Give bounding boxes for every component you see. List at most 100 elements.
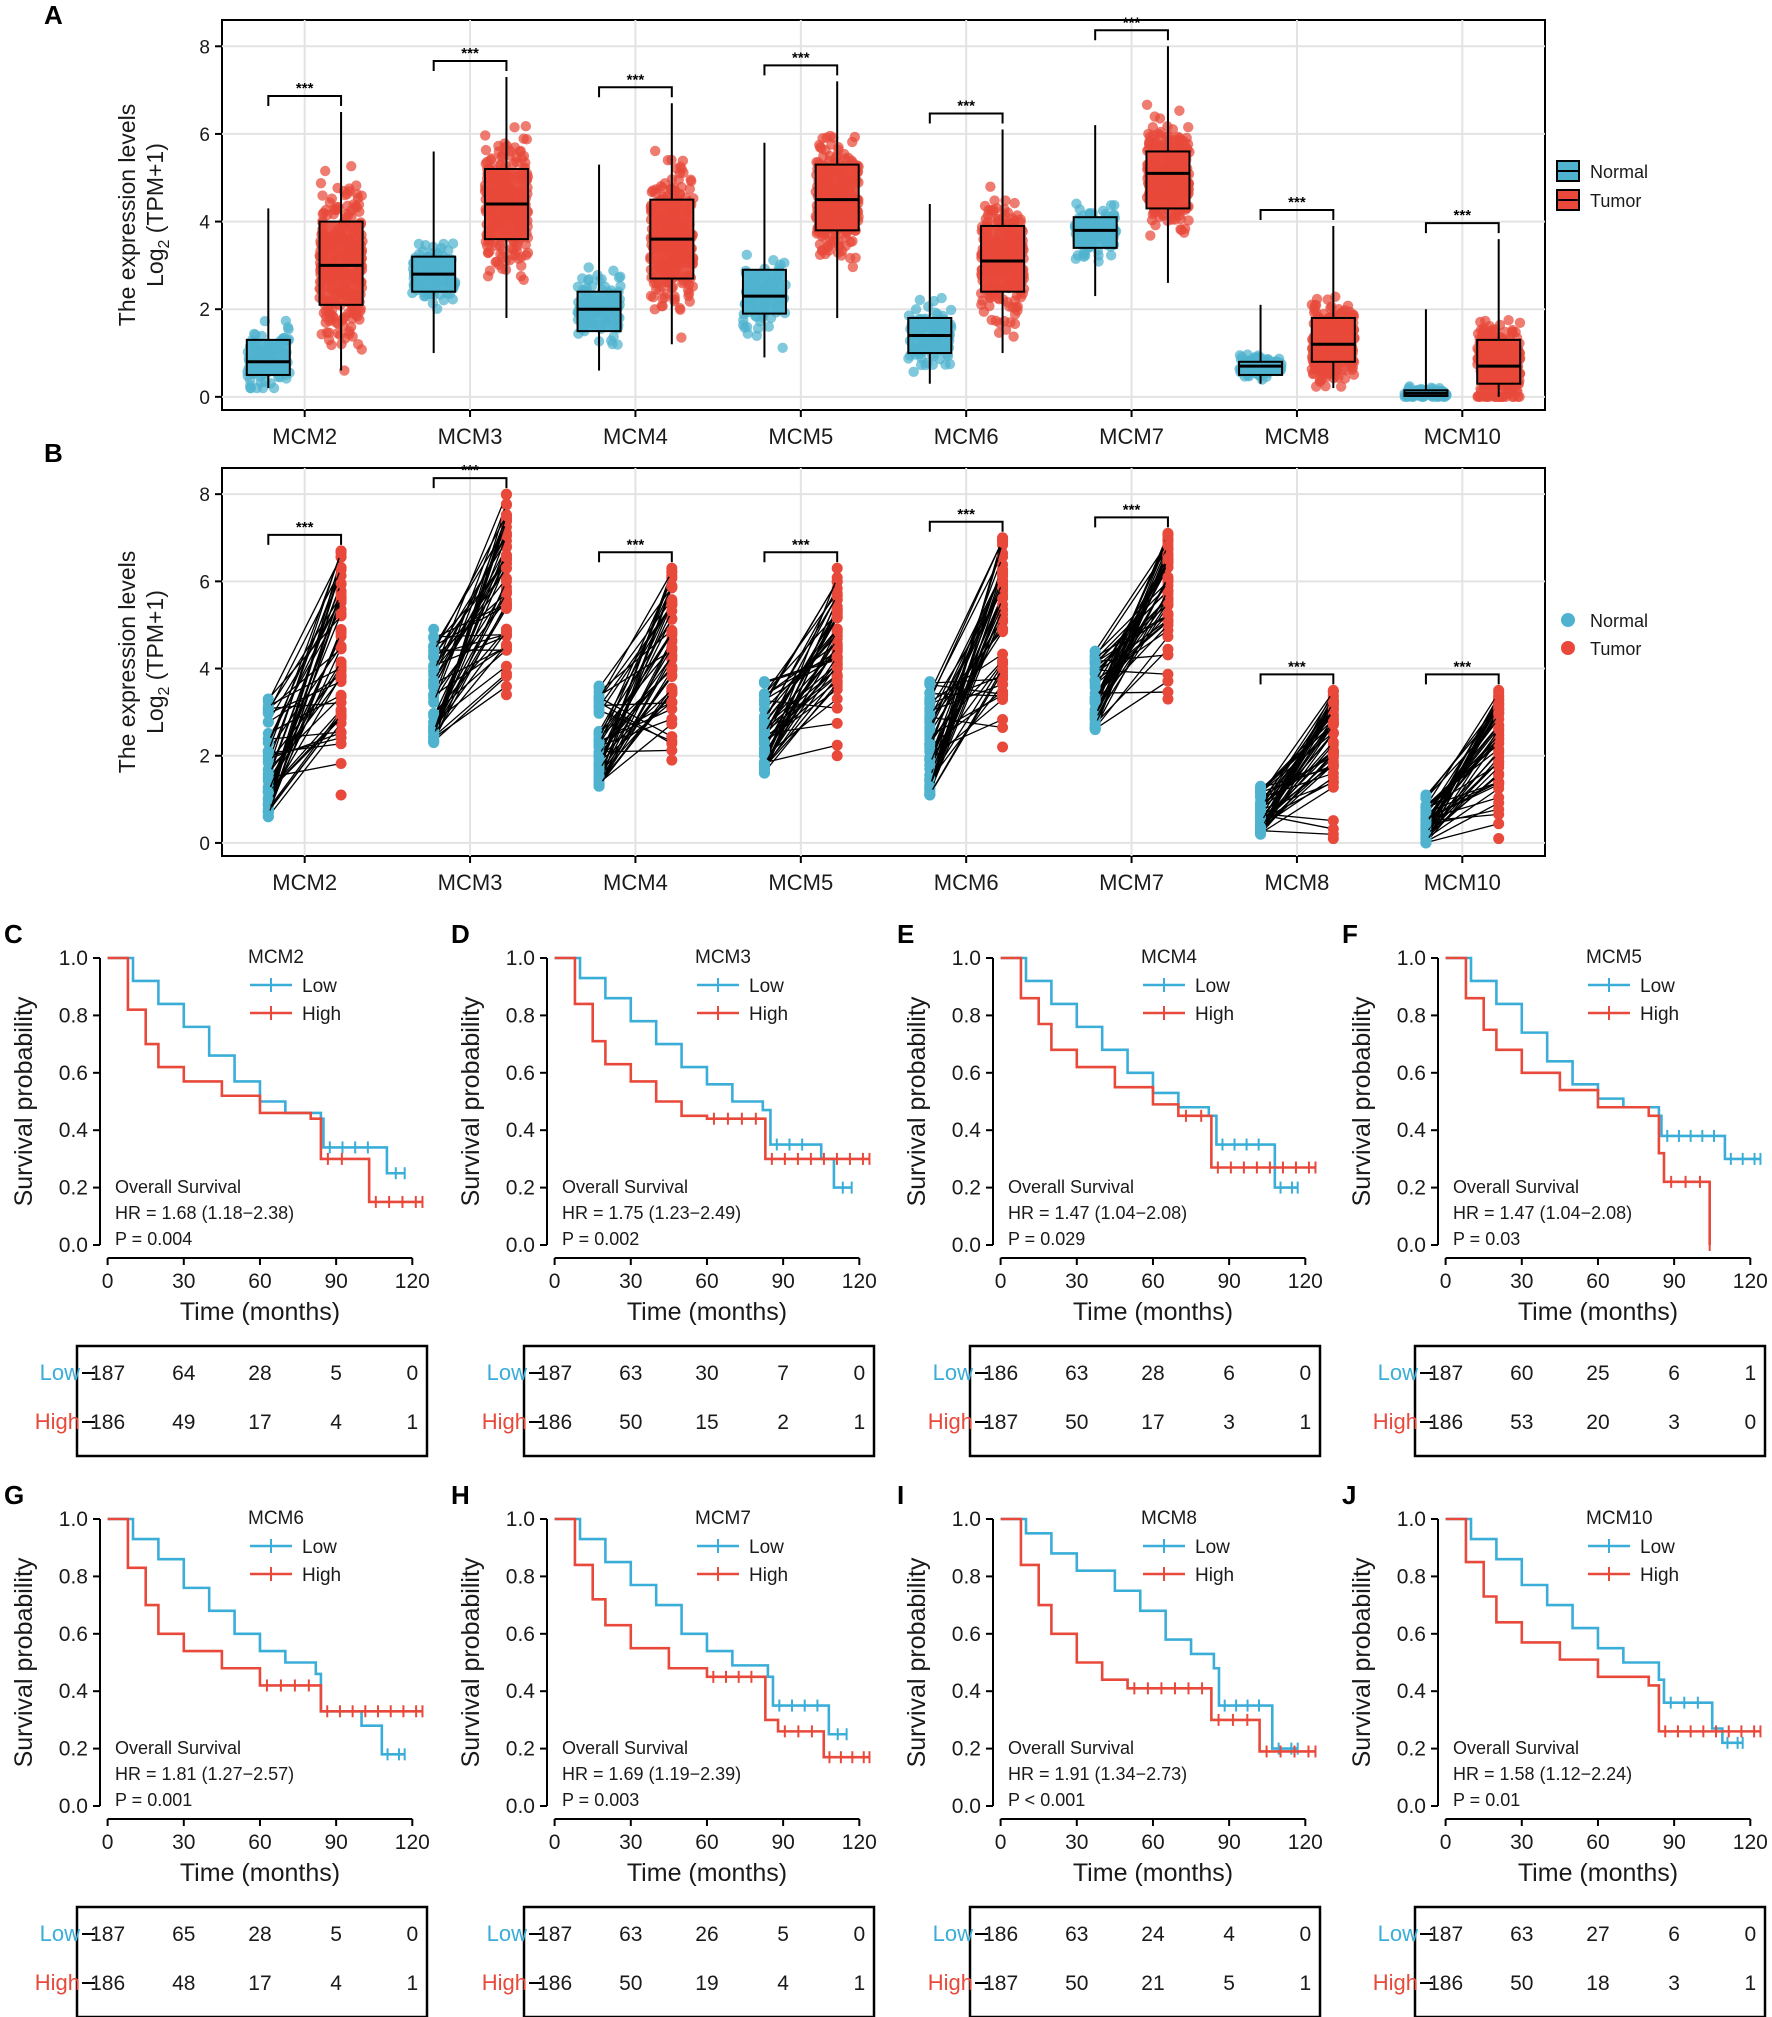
normal-point bbox=[593, 780, 605, 792]
km-hr: HR = 1.75 (1.23−2.49) bbox=[562, 1203, 741, 1223]
tumor-point bbox=[1009, 295, 1021, 306]
tumor-point bbox=[831, 750, 843, 762]
risk-high-count: 4 bbox=[330, 1411, 342, 1434]
legend-b-tumor-label: Tumor bbox=[1590, 639, 1641, 659]
gene-label-MCM4: MCM4 bbox=[603, 424, 668, 449]
km-y-tick-label: 0.6 bbox=[59, 1062, 88, 1085]
risk-low-count: 30 bbox=[695, 1362, 718, 1385]
gene-label-MCM5: MCM5 bbox=[768, 424, 833, 449]
significance-stars: *** bbox=[1454, 207, 1472, 224]
km-y-tick-label: 0.8 bbox=[59, 1004, 88, 1027]
tumor-point bbox=[1493, 797, 1505, 809]
normal-point bbox=[945, 304, 957, 316]
tumor-point bbox=[486, 153, 497, 164]
km-y-tick-label: 1.0 bbox=[952, 947, 981, 970]
panel-b-ylabel-sub: 2 bbox=[156, 687, 173, 696]
normal-point bbox=[596, 274, 607, 285]
tumor-point bbox=[831, 624, 843, 636]
significance-bracket bbox=[598, 86, 673, 98]
tumor-point bbox=[490, 240, 502, 251]
tumor-point bbox=[977, 295, 988, 306]
tumor-point bbox=[1002, 207, 1014, 218]
risk-low-count: 28 bbox=[1141, 1362, 1164, 1385]
tumor-point bbox=[321, 327, 333, 338]
tumor-point bbox=[997, 576, 1009, 588]
normal-point bbox=[262, 811, 274, 823]
gene-group-MCM5: *** bbox=[737, 49, 864, 358]
tumor-point bbox=[666, 754, 678, 766]
tumor-point bbox=[833, 144, 844, 156]
km-x-tick-label: 0 bbox=[995, 1270, 1007, 1293]
tumor-point bbox=[1183, 122, 1194, 133]
tumor-point bbox=[511, 245, 522, 256]
tumor-point bbox=[1309, 300, 1321, 311]
tumor-point bbox=[684, 183, 695, 195]
significance-stars: *** bbox=[296, 80, 314, 97]
tumor-point bbox=[1327, 760, 1339, 772]
legend-b-tumor-dot bbox=[1561, 641, 1575, 655]
km-x-tick-label: 0 bbox=[102, 1270, 114, 1293]
risk-low-count: 28 bbox=[248, 1362, 271, 1385]
km-y-tick-label: 1.0 bbox=[59, 947, 88, 970]
tumor-point bbox=[335, 789, 347, 801]
tumor-point bbox=[1327, 823, 1339, 835]
significance-stars: *** bbox=[792, 49, 810, 66]
km-x-tick-label: 60 bbox=[1141, 1270, 1164, 1293]
y-tick-label-0: 0 bbox=[199, 388, 210, 409]
km-overall-survival: Overall Survival bbox=[115, 1177, 241, 1197]
tumor-box bbox=[1476, 338, 1522, 385]
tumor-point bbox=[482, 247, 494, 259]
panel-b-ylabel-line2: Log2 (TPM+1) bbox=[142, 590, 173, 734]
gene-label-MCM8: MCM8 bbox=[1265, 424, 1330, 449]
normal-point bbox=[447, 294, 458, 305]
normal-point bbox=[612, 339, 623, 350]
km-overall-survival: Overall Survival bbox=[562, 1177, 688, 1197]
tumor-point bbox=[836, 250, 847, 261]
tumor-point bbox=[335, 757, 347, 769]
tumor-point bbox=[346, 161, 357, 172]
risk-low-count: 187 bbox=[90, 1362, 125, 1385]
tumor-point bbox=[335, 627, 347, 639]
y-tick-label-8: 8 bbox=[199, 37, 210, 58]
normal-point bbox=[936, 292, 947, 304]
km-y-tick-label: 0.6 bbox=[952, 1062, 981, 1085]
tumor-point bbox=[338, 320, 349, 332]
panel-a-ylabel-log: Log bbox=[142, 249, 168, 287]
km-x-tick-label: 30 bbox=[619, 1270, 642, 1293]
panel-letter-a: A bbox=[44, 0, 63, 30]
normal-point bbox=[1255, 804, 1267, 816]
km-curve-high bbox=[107, 956, 423, 1204]
tumor-point bbox=[352, 192, 364, 204]
tumor-box bbox=[1310, 316, 1356, 363]
tumor-point bbox=[330, 204, 341, 216]
gene-label-MCM10: MCM10 bbox=[1424, 424, 1501, 449]
tumor-point bbox=[831, 675, 843, 687]
km-curve-low bbox=[107, 956, 405, 1175]
normal-point bbox=[428, 623, 440, 635]
tumor-point bbox=[831, 651, 843, 663]
y-tick-label-4: 4 bbox=[199, 213, 210, 234]
normal-point bbox=[758, 695, 770, 707]
panel-b-legend: Normal Tumor bbox=[1561, 611, 1648, 659]
normal-point bbox=[1079, 247, 1090, 259]
km-ylabel: Survival probability bbox=[457, 996, 485, 1206]
km-x-tick-label: 60 bbox=[695, 1270, 718, 1293]
km-y-tick-label: 1.0 bbox=[506, 947, 535, 970]
tumor-point bbox=[1145, 230, 1156, 241]
tumor-point bbox=[1493, 833, 1505, 845]
tumor-point bbox=[650, 277, 661, 288]
tumor-point bbox=[997, 532, 1009, 544]
significance-stars: *** bbox=[1123, 14, 1141, 31]
tumor-point bbox=[1162, 539, 1174, 551]
tumor-point bbox=[318, 207, 330, 219]
tumor-point bbox=[997, 741, 1009, 753]
tumor-point bbox=[666, 581, 678, 593]
tumor-point bbox=[1493, 708, 1505, 720]
significance-stars: *** bbox=[792, 536, 810, 553]
gene-label-MCM2: MCM2 bbox=[272, 870, 337, 895]
risk-low-count: 0 bbox=[853, 1362, 865, 1385]
risk-low-count: 186 bbox=[983, 1362, 1018, 1385]
normal-point bbox=[908, 366, 919, 378]
